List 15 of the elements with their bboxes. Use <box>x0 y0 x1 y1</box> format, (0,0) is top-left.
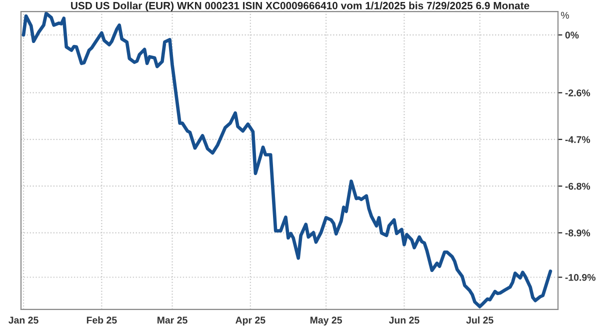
x-tick-label: Jul 25 <box>466 316 494 324</box>
x-tick-label: Mar 25 <box>158 316 188 324</box>
x-tick-label: May 25 <box>310 316 342 326</box>
y-tick-label: -4.7% <box>565 136 590 144</box>
x-tick-label: Jun 25 <box>388 316 420 324</box>
y-tick-label: 0% <box>565 32 579 39</box>
y-tick-label: -8.9% <box>565 230 590 236</box>
y-tick-label: -6.8% <box>565 182 590 190</box>
y-tick-label: -10.9% <box>565 274 596 281</box>
x-tick-label: Apr 25 <box>236 316 266 326</box>
x-tick-label: Jan 25 <box>8 316 38 324</box>
x-tick-label: Feb 25 <box>86 316 117 324</box>
y-tick-label: -2.6% <box>565 89 590 96</box>
chart-title: USD US Dollar (EUR) WKN 000231 ISIN XC0009666410 vom 1/1/2025 bis 7/29/2025 6.9 Monate <box>71 2 530 12</box>
y-axis-title: % <box>561 12 569 19</box>
